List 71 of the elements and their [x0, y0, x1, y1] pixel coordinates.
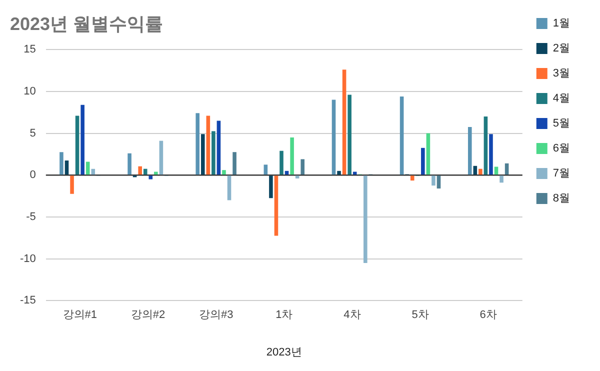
bar — [216, 120, 221, 175]
bar — [80, 104, 84, 175]
bar — [410, 176, 414, 181]
legend-label: 4월 — [552, 92, 570, 105]
legend-label: 3월 — [552, 68, 570, 80]
bar — [295, 176, 300, 178]
bar — [504, 163, 509, 175]
bar — [60, 152, 64, 175]
x-tick-label: 5차 — [412, 309, 429, 322]
bar — [468, 126, 472, 175]
bar — [337, 170, 341, 175]
bar — [489, 134, 493, 175]
x-tick-label: 강의#3 — [198, 309, 234, 322]
legend-label: 1월 — [552, 18, 570, 30]
bar — [148, 176, 153, 180]
y-tick-label: -5 — [26, 210, 36, 223]
bar — [91, 168, 96, 175]
bar — [222, 170, 226, 175]
bar — [426, 133, 430, 175]
bar — [154, 172, 158, 175]
x-tick-label: 강의#2 — [130, 309, 166, 322]
x-axis-title: 2023년 — [266, 346, 302, 358]
bar — [364, 176, 368, 263]
legend-label: 6월 — [552, 142, 570, 155]
y-tick-label: -10 — [20, 252, 36, 265]
bar — [138, 166, 142, 175]
bar — [300, 159, 305, 175]
y-tick-label: 5 — [30, 127, 36, 140]
bar — [432, 176, 436, 186]
bar — [86, 162, 90, 175]
bar — [196, 113, 200, 175]
y-tick-label: 15 — [24, 44, 36, 56]
x-tick-label: 강의#1 — [62, 309, 98, 322]
legend-label: 7월 — [552, 168, 570, 180]
bar — [264, 164, 268, 175]
y-tick-label: -15 — [20, 294, 36, 307]
bar — [143, 168, 148, 175]
bar — [494, 166, 498, 175]
x-tick-label: 1차 — [276, 309, 293, 322]
bar — [232, 152, 236, 175]
bar — [421, 148, 425, 175]
bar — [400, 96, 404, 175]
bar — [274, 176, 278, 236]
bar — [500, 176, 504, 183]
legend-label: 5월 — [552, 118, 570, 130]
bar — [269, 176, 273, 198]
bar — [484, 116, 488, 175]
bar — [342, 70, 346, 175]
bar — [200, 134, 205, 175]
bar — [332, 100, 336, 175]
bar — [473, 166, 478, 175]
bar — [280, 150, 284, 175]
chart-title: 2023년 월별수익률 — [10, 14, 164, 34]
bar — [436, 176, 441, 188]
bar — [70, 176, 74, 194]
y-tick-label: 0 — [30, 169, 36, 182]
legend-label: 8월 — [552, 192, 570, 205]
bar — [75, 116, 80, 175]
bar — [348, 94, 352, 175]
bar — [478, 168, 482, 175]
legend-label: 2월 — [552, 42, 570, 55]
y-tick-label: 10 — [24, 85, 36, 98]
bar — [159, 140, 164, 175]
bar — [212, 131, 216, 175]
bar — [290, 137, 294, 175]
bar — [206, 116, 210, 175]
bar — [227, 176, 232, 200]
bar — [128, 153, 132, 175]
bar — [64, 160, 69, 175]
x-tick-label: 6차 — [480, 309, 497, 322]
x-tick-label: 4차 — [344, 309, 361, 322]
